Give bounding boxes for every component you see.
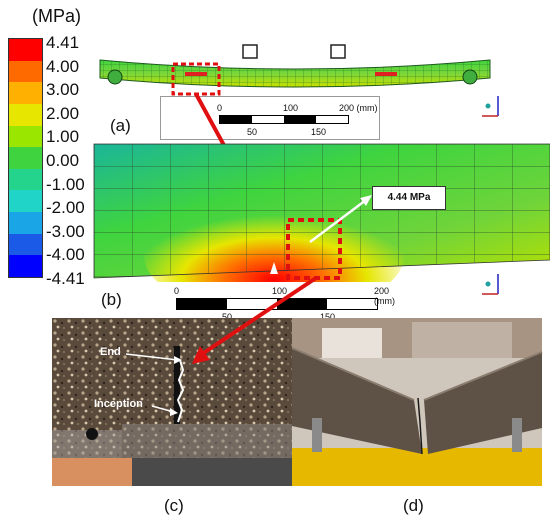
crack-photo-c xyxy=(52,318,292,486)
beam-photo-d xyxy=(291,318,543,486)
legend-tick-label: 4.00 xyxy=(46,56,80,76)
legend-tick-label: -4.41 xyxy=(46,269,85,288)
callout-arrow xyxy=(309,195,372,243)
legend-color-swatch xyxy=(9,39,42,61)
scale-bar-a: 0 100 200 (mm) 50 150 xyxy=(160,96,380,140)
legend-tick-label: -4.00 xyxy=(46,245,85,265)
legend-color-swatch xyxy=(9,212,42,234)
legend-color-swatch xyxy=(9,103,42,126)
scale-a-200: 200 (mm) xyxy=(339,103,378,113)
legend-tick-label: 3.00 xyxy=(46,80,80,100)
legend-color-swatch xyxy=(9,255,42,277)
legend-tick-label: -1.00 xyxy=(46,174,85,194)
scale-a-0: 0 xyxy=(217,103,223,113)
legend-tick-label: -3.00 xyxy=(46,221,85,241)
legend-color-swatch xyxy=(9,147,42,169)
scale-a-100: 100 xyxy=(283,103,299,113)
legend-tick-label: 2.00 xyxy=(46,103,80,123)
legend-color-swatch xyxy=(9,60,42,83)
legend-color-swatch xyxy=(9,82,42,104)
legend-color-swatch xyxy=(9,168,42,191)
max-stress-callout: 4.44 MPa xyxy=(372,186,446,210)
legend-color-swatch xyxy=(9,125,42,148)
scale-b-0: 0 xyxy=(174,286,180,296)
end-label: End xyxy=(100,346,121,358)
legend-unit: (MPa) xyxy=(32,6,81,26)
legend-tick-label: -2.00 xyxy=(46,198,85,218)
legend-tick-label: 4.41 xyxy=(46,33,80,52)
panel-label-a: (a) xyxy=(110,116,131,135)
axis-triad-b-icon xyxy=(482,274,499,295)
legend-tick-label: 1.00 xyxy=(46,127,80,147)
panel-label-b: (b) xyxy=(101,290,122,309)
panel-label-c: (c) xyxy=(164,496,184,515)
scale-b-100: 100 xyxy=(272,286,288,296)
arrow-b-to-c xyxy=(192,276,318,364)
scale-b-50: 50 xyxy=(222,312,233,322)
inception-pointer xyxy=(151,405,178,416)
legend-tick-label: 0.00 xyxy=(46,151,80,170)
scale-a-150: 150 xyxy=(311,127,327,137)
end-pointer xyxy=(125,353,182,364)
legend-color-swatch xyxy=(9,190,42,212)
scale-b-150: 150 xyxy=(320,312,336,322)
axis-triad-a-icon xyxy=(482,96,499,117)
legend-color-swatch xyxy=(9,233,42,256)
panel-label-d: (d) xyxy=(403,496,424,515)
scale-a-50: 50 xyxy=(247,127,258,137)
beam-model-a xyxy=(99,44,491,88)
scale-b-200: 200 (mm) xyxy=(374,286,395,306)
region-box-a xyxy=(171,62,221,96)
inception-label: Inception xyxy=(94,398,143,410)
color-legend-bar xyxy=(8,38,43,278)
